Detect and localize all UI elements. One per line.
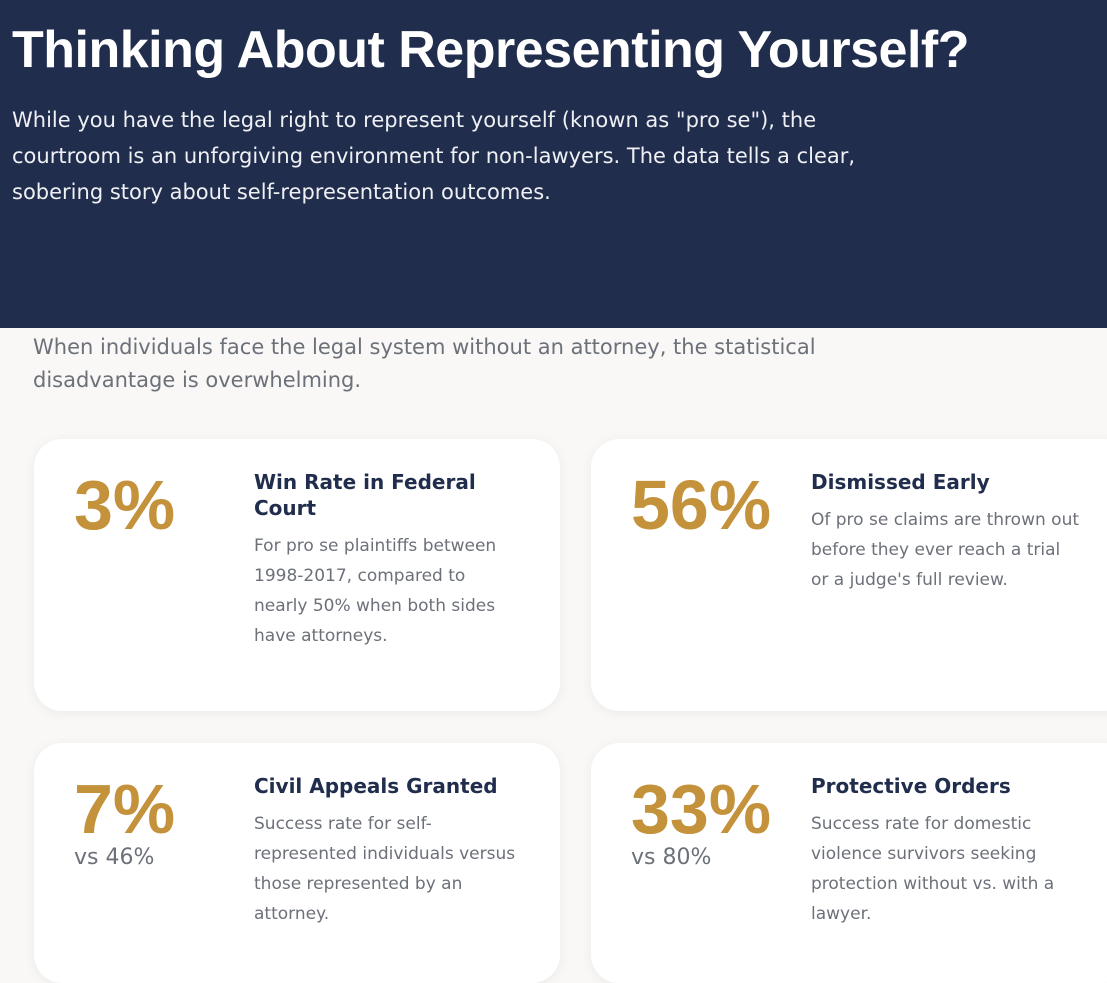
card-title: Win Rate in Federal Court (254, 470, 476, 520)
stat-card: 3% Win Rate in Federal Court For pro se … (34, 439, 560, 711)
lead: When individuals face the legal system w… (33, 335, 816, 392)
card-description: For pro se plaintiffs between 1998-2017,… (254, 536, 497, 646)
card-title: Dismissed Early (811, 470, 990, 494)
stat: 33% (631, 770, 772, 848)
stat: 7% (74, 770, 176, 848)
card-description: Success rate for domestic violence survi… (811, 814, 1055, 924)
stat-card: 33% vs 80% Protective Orders Success rat… (591, 743, 1107, 983)
stat-card: 7% vs 46% Civil Appeals Granted Success … (34, 743, 560, 983)
comparison: vs 80% (631, 845, 712, 870)
card-title: Civil Appeals Granted (254, 774, 498, 798)
card-description: Success rate for self-represented indivi… (254, 814, 516, 924)
card-title: Protective Orders (811, 774, 1011, 798)
hero: Thinking About Representing Yourself? Wh… (0, 0, 1107, 328)
stat-card: 56% Dismissed Early Of pro se claims are… (591, 439, 1107, 711)
comparison: vs 46% (74, 845, 155, 870)
card-description: Of pro se claims are thrown out before t… (811, 510, 1080, 590)
page: Thinking About Representing Yourself? Wh… (0, 0, 1107, 924)
intro: While you have the legal right to repres… (12, 108, 856, 204)
stat: 3% (74, 466, 176, 544)
stat: 56% (631, 466, 772, 544)
page-title: Thinking About Representing Yourself? (12, 21, 970, 79)
